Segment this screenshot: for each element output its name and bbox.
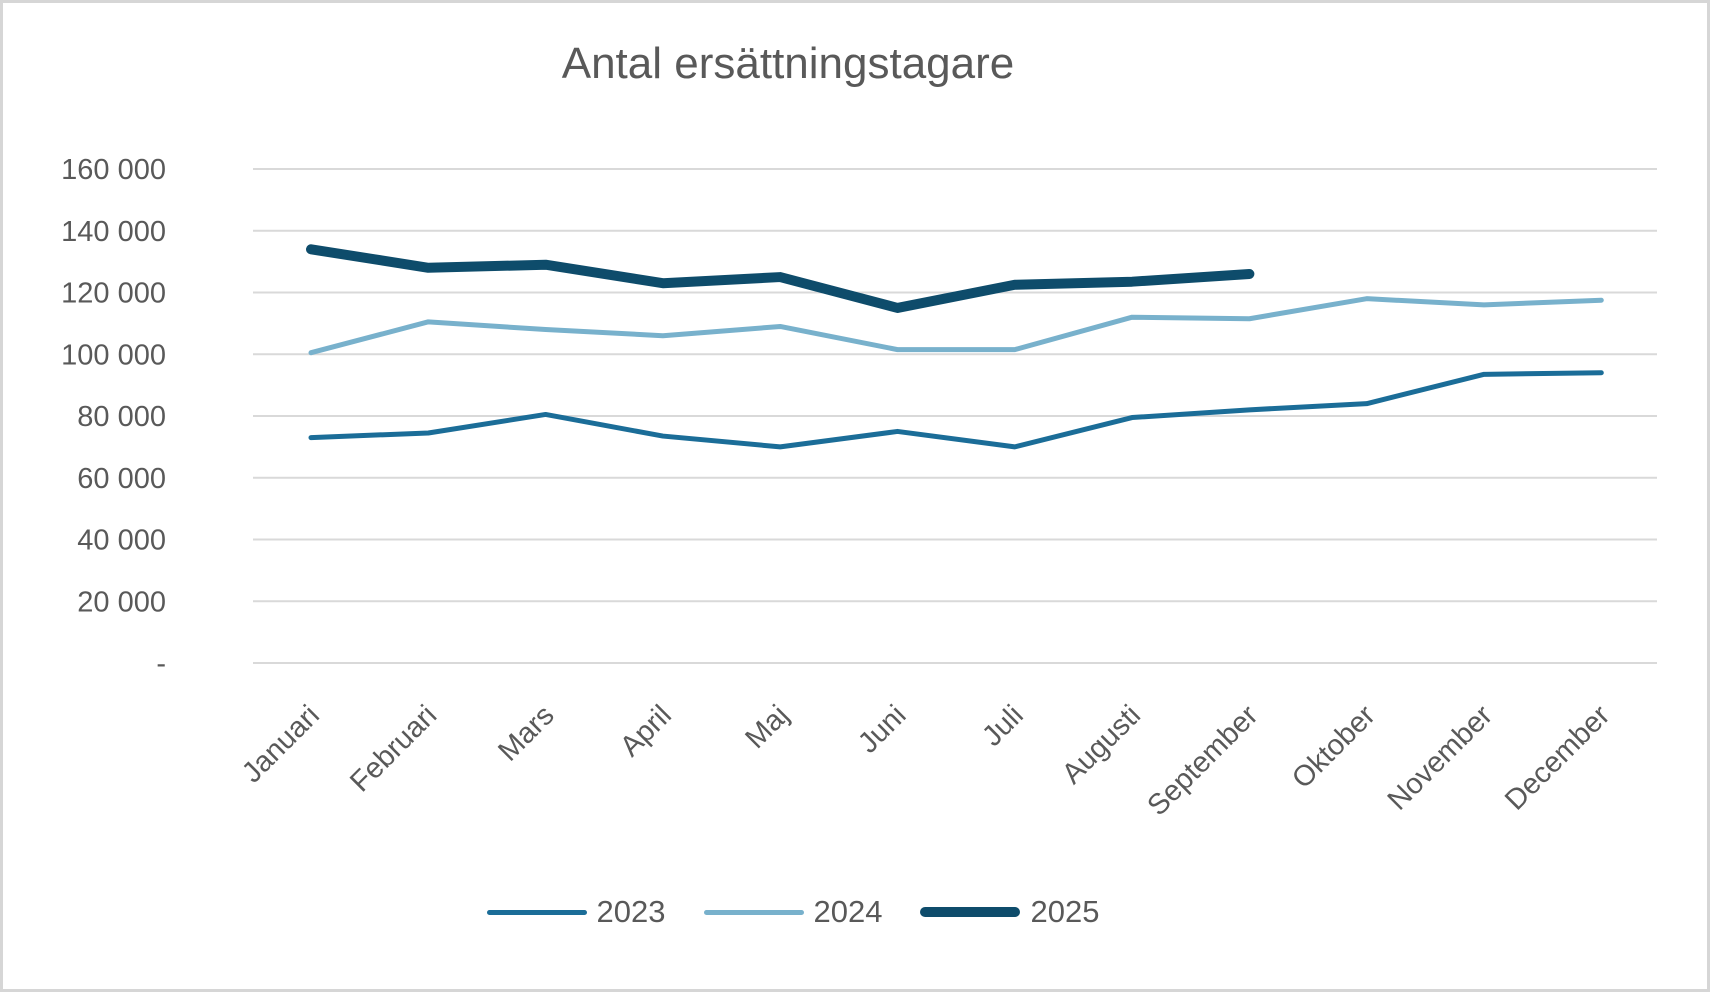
y-axis-tick-label: 160 000: [61, 154, 166, 186]
legend-swatch-2025: [920, 907, 1021, 917]
legend-label-2023: 2023: [596, 894, 666, 929]
chart-title: Antal ersättningstagare: [561, 39, 1015, 88]
legend-label-2024: 2024: [813, 894, 883, 929]
x-axis-tick-label: November: [1382, 699, 1499, 816]
legend-swatch-2023: [486, 909, 587, 915]
x-axis-tick-label: Augusti: [1056, 699, 1147, 790]
y-axis-tick-label: 140 000: [61, 216, 166, 248]
legend-item-2023: 2023: [486, 894, 666, 930]
series-line-2024: [308, 296, 1604, 356]
x-axis-tick-label: December: [1499, 699, 1616, 816]
x-axis-tick-label: April: [614, 699, 678, 763]
x-axis-tick-label: Mars: [492, 699, 560, 767]
y-axis-tick-label: 80 000: [77, 401, 166, 433]
legend-item-2025: 2025: [920, 894, 1099, 930]
plot-area: - 20 000 40 000 60 000 80 000 100 000 120 000 1…: [61, 154, 1657, 822]
x-axis-tick-label: Maj: [739, 699, 795, 755]
x-axis-tick-label: Februari: [344, 699, 443, 798]
x-axis-tick-label: September: [1141, 699, 1264, 822]
x-axis-tick-label: Oktober: [1286, 699, 1382, 795]
legend: 2023 2024 2025: [3, 894, 1583, 930]
series-line-2025: [306, 244, 1255, 313]
series-line-2023: [308, 370, 1604, 450]
x-axis-tick-label: Juli: [976, 699, 1029, 752]
y-axis-tick-label: 40 000: [77, 525, 166, 557]
y-axis-tick-label: 20 000: [77, 586, 166, 618]
y-axis-tick-label: 100 000: [61, 339, 166, 371]
y-axis-tick-label: 60 000: [77, 463, 166, 495]
x-axis-tick-label: Juni: [852, 699, 912, 759]
x-axis-tick-label: Januari: [236, 699, 326, 789]
y-axis-tick-label: 120 000: [61, 278, 166, 310]
y-axis-tick-label: -: [156, 648, 166, 680]
legend-item-2024: 2024: [703, 894, 883, 930]
legend-swatch-2024: [703, 909, 804, 915]
legend-label-2025: 2025: [1030, 894, 1100, 929]
